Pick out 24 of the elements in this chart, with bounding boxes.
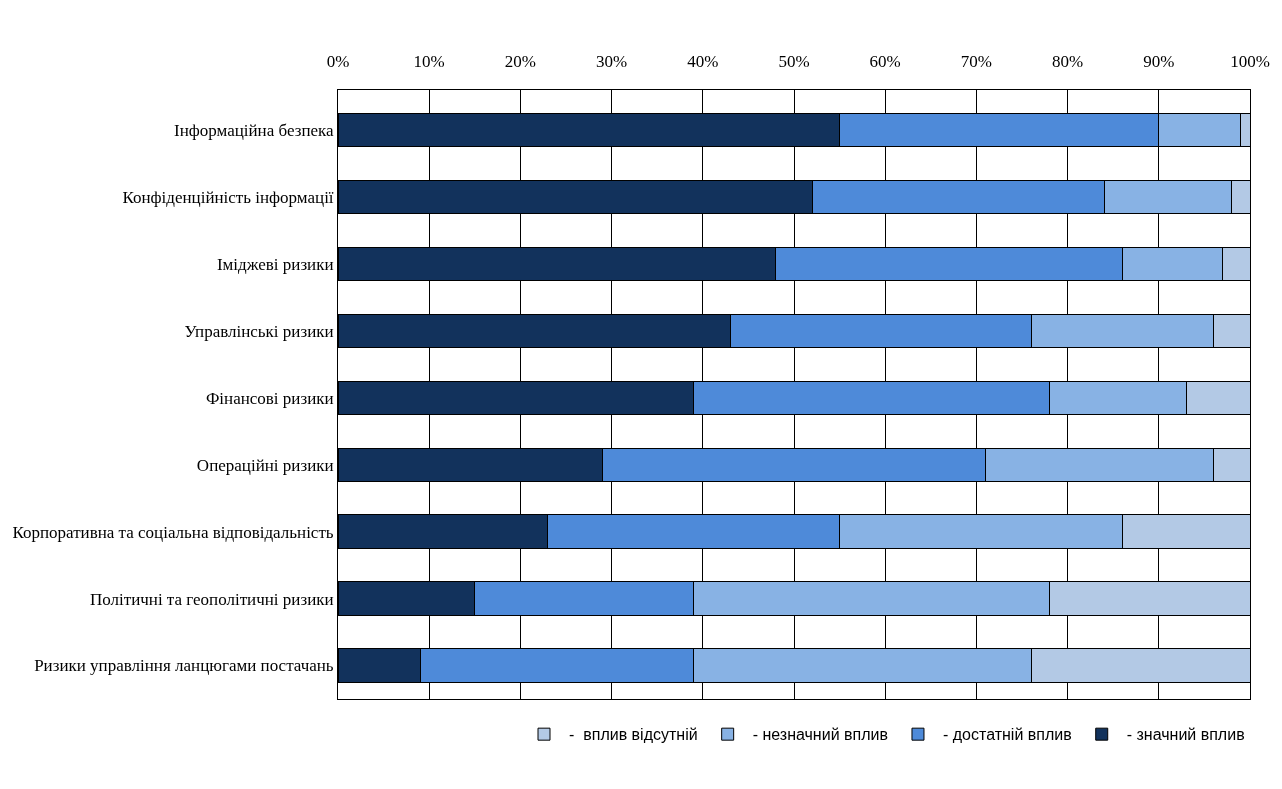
y-tick-label: Іміджеві ризики [216,254,334,274]
x-tick-label: 0% [326,52,350,72]
x-tick-label: 90% [1143,52,1175,72]
legend-label: - вплив відсутній [569,726,698,744]
y-tick-label: Управлінські ризики [184,321,334,341]
x-tick-label: 50% [778,52,810,72]
x-tick-label: 60% [869,52,901,72]
legend-label: - незначний вплив [752,726,888,744]
legend-label: - достатній вплив [942,726,1072,744]
y-tick-label: Корпоративна та соціальна відповідальність [12,522,334,542]
x-tick-label: 80% [1052,52,1084,72]
legend-label: - значний вплив [1126,726,1245,744]
x-tick-label: 20% [504,52,536,72]
x-tick-label: 10% [413,52,445,72]
y-tick-label: Конфіденційність інформації [122,188,334,208]
y-tick-label: Фінансові ризики [205,388,334,408]
x-tick-label: 30% [596,52,628,72]
y-tick-label: Ризики управління ланцюгами постачань [34,656,334,676]
y-tick-label: Інформаційна безпека [173,121,335,141]
x-tick-label: 100% [1230,52,1270,72]
x-tick-label: 70% [960,52,992,72]
y-tick-label: Політичні та геополітичні ризики [89,589,334,609]
x-tick-label: 40% [687,52,719,72]
y-tick-label: Операційні ризики [196,455,334,475]
